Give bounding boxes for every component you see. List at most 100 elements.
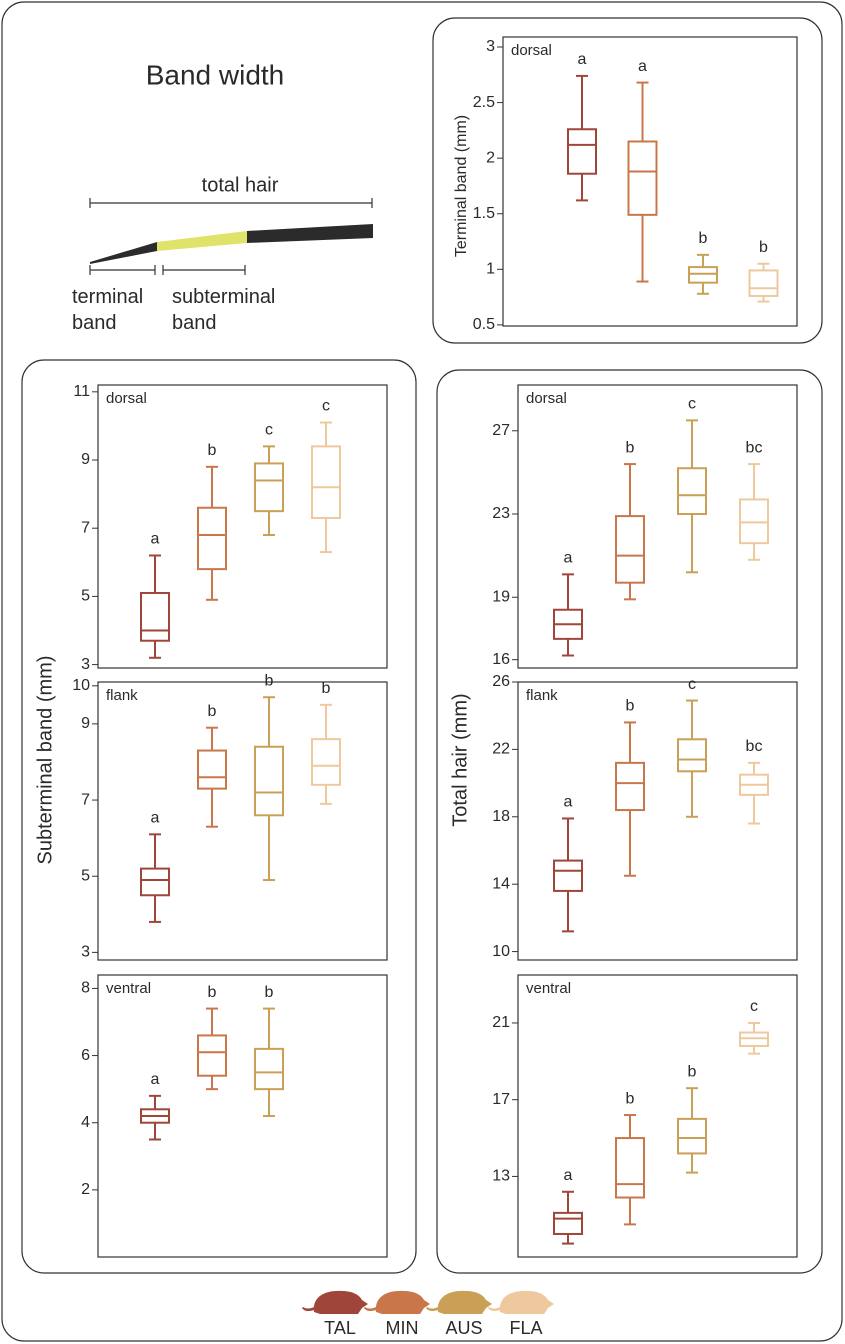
y-tick-label: 4 [81,1114,90,1131]
panel-label: ventral [106,980,151,997]
y-tick-label: 14 [492,875,510,892]
group-letter: c [688,396,696,413]
panel-label: dorsal [526,390,567,407]
y-tick-label: 0.5 [473,316,495,333]
group-letter: c [688,676,696,693]
box [677,467,707,516]
y-tick-label: 2 [486,149,495,166]
y-tick-label: 7 [81,519,90,536]
y-axis-title: Subterminal band (mm) [34,656,56,865]
box [677,1117,707,1155]
y-tick-label: 5 [81,588,90,605]
y-tick-label: 2.5 [473,94,495,111]
box [254,745,284,817]
legend-icon [426,1290,492,1314]
panel-label: dorsal [106,390,147,407]
box [140,867,170,897]
group-letter: b [626,1090,635,1107]
group-letter: b [759,239,768,256]
group-letter: a [578,51,587,68]
y-tick-label: 23 [492,505,510,522]
hair-subterminal [157,231,247,251]
legend-label: MIN [386,1318,419,1338]
box [615,1137,645,1199]
group-letter: a [151,531,160,548]
box [627,140,658,216]
group-letter: a [564,794,573,811]
y-tick-label: 10 [492,943,510,960]
y-tick-label: 6 [81,1047,90,1064]
y-tick-label: 10 [72,677,90,694]
y-tick-label: 21 [492,1014,510,1031]
section-frame [432,17,823,344]
group-letter: bc [746,738,763,755]
box [677,738,707,773]
group-letter: b [626,439,635,456]
group-letter: b [626,698,635,715]
y-tick-label: 18 [492,808,510,825]
legend-label: AUS [445,1318,482,1338]
y-tick-label: 2 [81,1181,90,1198]
y-tick-label: 9 [81,451,90,468]
box [748,269,779,297]
box [311,445,341,519]
y-tick-label: 1.5 [473,205,495,222]
diagram-label: total hair [202,174,279,196]
group-letter: a [638,58,647,75]
hair-base [247,224,373,243]
legend-icon [302,1290,368,1314]
group-letter: b [208,703,217,720]
plot-frame [97,384,388,669]
section-frame [21,359,417,1274]
box [567,128,597,175]
plot-frame [97,681,388,961]
y-tick-label: 3 [81,944,90,961]
y-tick-label: 5 [81,867,90,884]
box [615,515,645,584]
figure-title: Band width [146,59,285,90]
group-letter: b [265,984,274,1001]
group-letter: c [750,998,758,1015]
legend-icon [364,1290,430,1314]
y-tick-label: 7 [81,791,90,808]
y-tick-label: 27 [492,422,510,439]
box [615,761,645,812]
y-tick-label: 22 [492,741,510,758]
y-tick-label: 16 [492,651,510,668]
group-letter: b [322,680,331,697]
plot-frame [502,36,798,327]
plot-frame [97,974,388,1258]
section-frame [436,369,823,1274]
legend-icon [488,1290,554,1314]
box [688,266,718,284]
group-letter: b [208,984,217,1001]
panel-label: dorsal [511,42,552,59]
panel-label: flank [526,687,558,704]
y-tick-label: 1 [486,261,495,278]
box [739,498,769,545]
box [311,738,341,786]
group-letter: c [322,398,330,415]
box [140,591,170,642]
y-tick-label: 19 [492,588,510,605]
group-letter: b [265,672,274,689]
box [197,506,227,571]
y-tick-label: 17 [492,1091,510,1108]
y-tick-label: 11 [73,383,90,400]
y-axis-title: Terminal band (mm) [453,115,470,257]
diagram-label: subterminal band [172,286,276,334]
legend-label: FLA [509,1318,542,1338]
y-tick-label: 26 [492,673,510,690]
y-tick-label: 9 [81,715,90,732]
panel-label: ventral [526,980,571,997]
group-letter: bc [746,439,763,456]
y-axis-title: Total hair (mm) [449,693,471,826]
group-letter: a [564,550,573,567]
group-letter: a [151,810,160,827]
box [197,749,227,790]
plot-frame [517,974,798,1258]
box [553,859,583,892]
